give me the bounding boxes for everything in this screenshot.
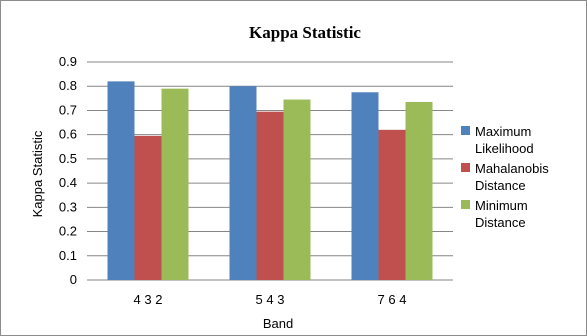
bars: [107, 81, 433, 281]
bar: [134, 135, 162, 280]
y-tick-label: 0.7: [59, 102, 77, 117]
legend: Maximum Likelihood Mahalanobis Distance Mini…: [461, 124, 549, 230]
y-tick-label: 0.4: [59, 175, 77, 190]
x-tick-label: 5 4 3: [256, 292, 285, 307]
y-tick-label: 0.9: [59, 54, 77, 69]
bar: [378, 129, 406, 280]
x-tick-label: 4 3 2: [134, 292, 163, 307]
y-tick-label: 0: [70, 272, 77, 287]
y-tick-labels: 0 0.1 0.2 0.3 0.4 0.5 0.6 0.7 0.8 0.9: [59, 54, 77, 287]
y-tick-label: 0.6: [59, 127, 77, 142]
legend-swatch: [461, 126, 470, 135]
bar: [351, 92, 379, 281]
y-tick-label: 0.8: [59, 78, 77, 93]
bar: [229, 86, 257, 280]
x-axis-label: Band: [263, 316, 293, 331]
y-tick-label: 0.1: [59, 248, 77, 263]
bar: [405, 101, 433, 280]
x-tick-label: 7 6 4: [378, 292, 407, 307]
legend-label: Minimum Distance: [475, 198, 528, 230]
legend-label: Mahalanobis Distance: [475, 161, 549, 193]
y-tick-label: 0.3: [59, 199, 77, 214]
legend-swatch: [461, 163, 470, 172]
y-tick-label: 0.5: [59, 151, 77, 166]
x-tick-labels: 4 3 2 5 4 3 7 6 4: [134, 292, 407, 307]
y-axis-label: Kappa Statistic: [30, 130, 45, 217]
legend-label: Maximum Likelihood: [475, 124, 534, 156]
bar: [283, 99, 311, 281]
y-tick-label: 0.2: [59, 224, 77, 239]
chart-title: Kappa Statistic: [249, 23, 361, 42]
bar: [161, 88, 189, 281]
bar: [256, 111, 284, 281]
legend-swatch: [461, 200, 470, 209]
bar: [107, 81, 135, 280]
